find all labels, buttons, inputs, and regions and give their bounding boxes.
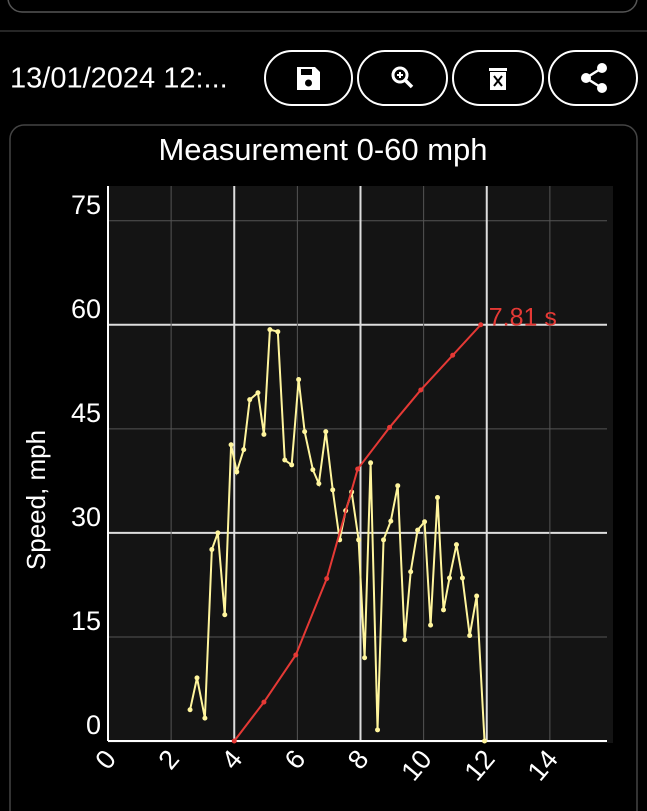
point [459,575,465,581]
point [356,537,362,543]
point [231,738,237,744]
point [402,637,408,643]
point [467,633,473,639]
point [282,457,288,463]
y-tick-label: 0 [86,710,101,740]
y-tick-label: 75 [71,190,101,220]
y-tick-label: 30 [71,502,101,532]
point [474,593,480,599]
delete-button[interactable] [452,50,544,106]
point [323,429,329,435]
point [408,569,414,575]
point [302,429,308,435]
point [215,530,221,536]
point [293,652,299,658]
annotation: 7.81 s [489,303,557,331]
point [418,387,424,393]
zoom-button[interactable] [357,50,448,106]
point [261,699,267,705]
point [209,547,215,553]
point [441,607,447,613]
point [387,424,393,430]
save-button[interactable] [264,50,353,106]
point [330,487,336,493]
point [355,466,361,472]
point [275,329,281,335]
point [267,327,273,333]
point [296,377,302,383]
point [222,612,228,618]
point [388,518,394,524]
point [368,460,374,466]
y-axis-label: Speed, mph [21,430,51,570]
point [450,352,456,358]
point [202,715,208,721]
point [234,469,240,475]
date-label: 13/01/2024 12:... [10,63,228,95]
point [187,707,193,713]
point [453,542,459,548]
point [428,622,434,628]
point [435,494,441,500]
y-tick-label: 15 [71,606,101,636]
y-tick-label: 45 [71,398,101,428]
top-card [7,0,638,13]
point [478,322,484,328]
point [447,575,453,581]
point [482,738,488,744]
point [375,727,381,733]
point [247,397,253,403]
chart-title: Measurement 0-60 mph [158,132,487,167]
point [415,527,421,533]
point [241,447,247,453]
point [422,519,428,525]
point [395,483,401,489]
point [381,537,387,543]
y-tick-label: 60 [71,294,101,324]
point [316,481,322,487]
point [194,675,200,681]
point [261,431,267,437]
point [324,576,330,582]
point [310,467,316,473]
point [289,462,295,468]
share-button[interactable] [548,50,638,106]
point [362,655,368,661]
point [228,442,234,448]
point [255,390,261,396]
